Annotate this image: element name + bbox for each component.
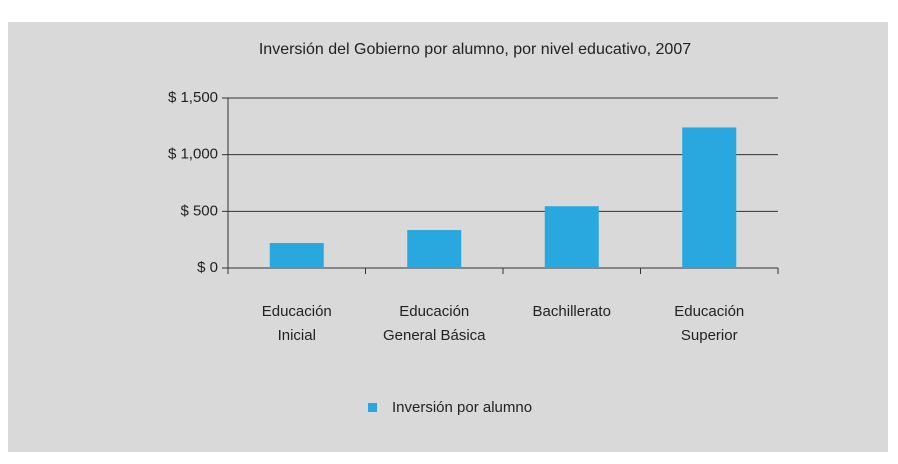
legend-swatch	[368, 403, 377, 412]
chart-title: Inversión del Gobierno por alumno, por n…	[259, 41, 691, 58]
x-tick-label: Educación General Básica	[382, 303, 486, 344]
bar	[269, 243, 324, 268]
x-tick-label: Bachillerato	[532, 303, 611, 320]
x-tick-label: Educación Inicial	[261, 303, 332, 344]
x-tick-label: Educación Superior	[674, 303, 745, 344]
bar	[544, 206, 599, 268]
y-tick-label: $ 500	[180, 202, 218, 219]
y-tick-label: $ 0	[197, 259, 218, 276]
y-tick-label: $ 1,000	[168, 146, 218, 163]
legend-label: Inversión por alumno	[392, 399, 532, 416]
bar	[407, 230, 462, 268]
y-tick-label: $ 1,500	[168, 89, 218, 106]
bar	[682, 127, 737, 268]
